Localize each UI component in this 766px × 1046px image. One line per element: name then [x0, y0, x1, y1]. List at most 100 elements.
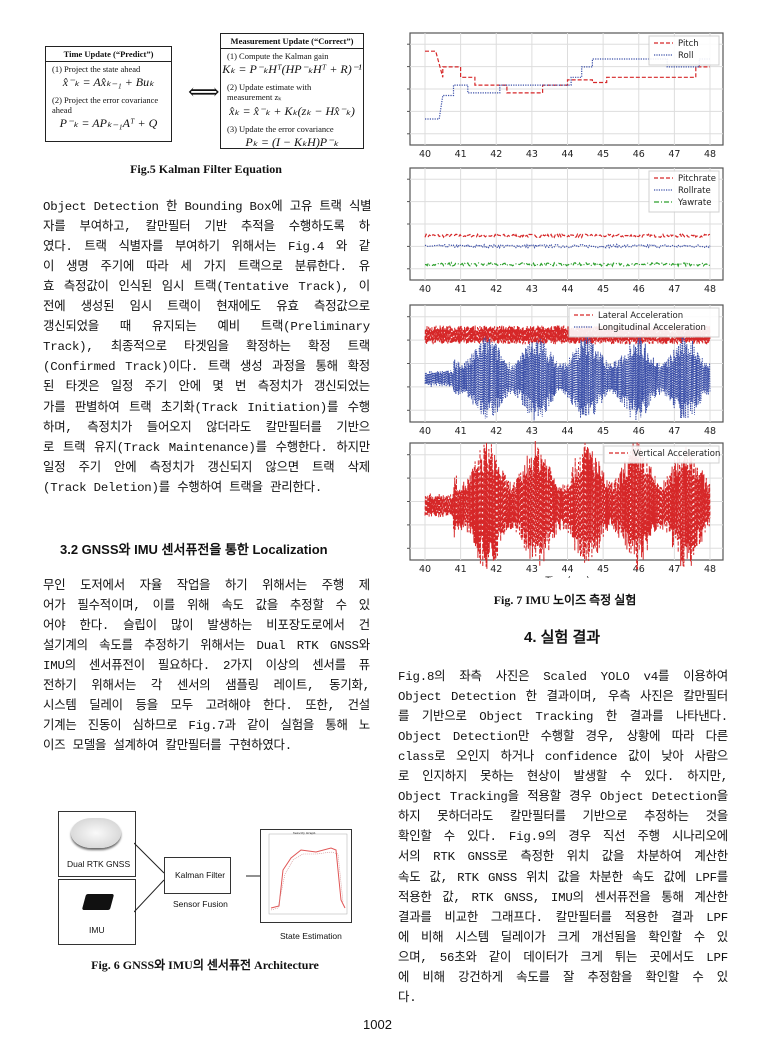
series-line-longitudinal-acceleration: [424, 336, 711, 421]
x-tick-label: 45: [597, 149, 609, 160]
x-tick-label: 42: [490, 426, 502, 437]
correct-eq1: Kₖ = P⁻ₖHᵀ(HP⁻ₖHᵀ + R)⁻¹: [222, 62, 362, 76]
section-3-2-heading: 3.2 GNSS와 IMU 센서퓨전을 통한 Localization: [60, 542, 328, 557]
time-update-box: Time Update (“Predict”) (1) Project the …: [45, 46, 172, 142]
text-line: Object Tracking을 적용할 경우 Object Detection…: [398, 790, 728, 805]
x-tick-label: 48: [704, 284, 716, 295]
text-line: 이 생명 주기에 따라 세 가지 트랙으로 분류한다. 유: [43, 260, 370, 275]
x-tick-label: 47: [668, 284, 680, 295]
correct-eq3: Pₖ = (I − KₖH)P⁻ₖ: [245, 135, 339, 149]
x-tick-label: 47: [668, 149, 680, 160]
text-line: 전하기 위해서는 각 센서의 샘플링 레이트, 동기화,: [43, 679, 370, 694]
text-line: Object Detection 한 결과이며, 우측 사진은 칼만필터: [398, 690, 728, 705]
x-tick-label: 44: [561, 426, 573, 437]
correct-step2: (2) Update estimate with measurement zₖ: [227, 82, 312, 102]
series-line-pitch: [425, 50, 710, 94]
text-line: 결과를 비교한 그래프다. 칼만필터를 적용한 결과 LPF: [398, 910, 728, 925]
x-tick-label: 48: [704, 564, 716, 575]
x-tick-label: 43: [526, 426, 538, 437]
text-line: class로 오인지 하거나 confidence 값이 낮아 사람으: [398, 750, 728, 765]
x-tick-label: 41: [455, 149, 467, 160]
legend: Vertical Acceleration: [603, 445, 720, 464]
legend-label: Pitch: [678, 39, 699, 49]
x-tick-label: 46: [633, 426, 645, 437]
x-tick-label: 44: [561, 564, 573, 575]
fig7-panel-3: 40 41 42 43 44 45 46 47 48 Lateral Acceleration Lo…: [407, 304, 724, 437]
gnss-box: Dual RTK GNSS: [58, 811, 136, 877]
legend-label: Pitchrate: [678, 174, 716, 184]
predict-eq1: x̂⁻ₖ = Ax̂ₖ₋₁ + Buₖ: [62, 75, 155, 89]
fig7-panel-2: 40 41 42 43 44 45 46 47 48 Pitchrate Rollrate Yawra…: [407, 167, 724, 295]
series-line-pitchrate: [424, 232, 711, 239]
predict-eq2: P⁻ₖ = APₖ₋₁Aᵀ + Q: [59, 116, 158, 130]
text-line: 로 트랙 유지(Track Maintenance)를 수행한다. 하지만: [43, 440, 370, 455]
text-line: 무인 도저에서 자율 작업을 하기 위해서는 주행 제: [43, 579, 370, 593]
fig7-caption: Fig. 7 IMU 노이즈 측정 실험: [493, 593, 637, 607]
x-tick-label: 40: [419, 426, 431, 437]
text-line: 효 측정값이 인식된 임시 트랙(Tentative Track), 이: [43, 280, 370, 295]
text-line: (Track Deletion)를 수행하여 트랙을 관리한다.: [43, 480, 323, 495]
text-line: Fig.8의 좌측 사진은 Scaled YOLO v4를 이용하여: [398, 670, 728, 684]
x-tick-label: 46: [633, 564, 645, 575]
legend-box: [648, 35, 720, 66]
predict-title: Time Update (“Predict”): [46, 47, 171, 62]
gnss-label: Dual RTK GNSS: [67, 859, 131, 869]
x-tick-label: 42: [490, 564, 502, 575]
imu-label: IMU: [89, 925, 105, 935]
x-tick-label: 45: [597, 426, 609, 437]
measurement-update-box: Measurement Update (“Correct”) (1) Compu…: [220, 33, 364, 149]
x-tick-label: 43: [526, 149, 538, 160]
x-tick-label: 45: [597, 564, 609, 575]
text-line: 에 비해 시스템 딜레이가 크게 개선됨을 확인할 수 있: [398, 930, 728, 945]
text-line: 하지 못하더라도 칼만필터를 기반으로 추정하는 것을: [398, 810, 728, 825]
text-line: 하며, 측정치가 들어오지 않더라도 칼만필터를 기반으: [43, 420, 370, 435]
x-tick-label: 46: [633, 284, 645, 295]
fig7-panel-4: 40 41 42 43 44 45 46 47 48 Vertical Acceleration T…: [407, 440, 724, 578]
legend-box: [603, 445, 720, 464]
text-line: 일정 주기 안에 측정치가 갱신되지 않으면 트랙 삭제: [43, 460, 370, 475]
fig6-caption: Fig. 6 GNSS와 IMU의 센서퓨전 Architecture: [91, 958, 319, 972]
gnss-antenna-image: [71, 818, 121, 848]
text-line: 어가 필수적이며, 이를 위해 속도 값을 추정할 수 있: [43, 599, 370, 614]
predict-step2: (2) Project the error covariance ahead: [52, 95, 159, 115]
imu-box: IMU: [58, 879, 136, 945]
text-line: 서의 RTK GNSS로 측정한 위치 값을 차분하여 계산한: [398, 850, 728, 865]
legend-label: Rollrate: [678, 186, 711, 196]
x-tick-label: 43: [526, 284, 538, 295]
page-number: 1002: [363, 1017, 392, 1032]
text-line: 된 타겟은 일정 주기 안에 몇 번 측정치가 갱신되었는: [43, 380, 370, 395]
predict-step1: (1) Project the state ahead: [52, 64, 141, 74]
legend-label: Longitudinal Acceleration: [598, 323, 706, 333]
x-axis-label: Time(sec): [544, 576, 589, 578]
fig5-caption: Fig.5 Kalman Filter Equation: [130, 162, 282, 176]
x-tick-label: 42: [490, 284, 502, 295]
x-tick-label: 44: [561, 284, 573, 295]
correct-step1: (1) Compute the Kalman gain: [227, 51, 329, 61]
text-line: 다.: [398, 990, 417, 1005]
text-line: 갱신되었을 때 유지되는 예비 트랙(Preliminary: [43, 320, 370, 335]
correct-eq2: x̂ₖ = x̂⁻ₖ + Kₖ(zₖ − Hx̂⁻ₖ): [229, 104, 355, 118]
double-arrow-icon: ⟺: [188, 80, 220, 105]
text-line: (Confirmed Track)이다. 트랙 생성 과정을 통해 확정: [43, 360, 370, 375]
imu-device-image: [81, 894, 115, 910]
x-tick-label: 44: [561, 149, 573, 160]
x-tick-label: 41: [455, 426, 467, 437]
kalman-filter-box: Kalman Filter: [164, 857, 231, 894]
text-line: 기계는 진동이 심하므로 Fig.7과 같이 실험을 통해 노: [43, 719, 370, 734]
text-line: 으며, 56초와 같이 데이터가 크게 튀는 곳에서도 LPF: [398, 950, 728, 965]
legend: Pitchrate Rollrate Yawrate: [648, 170, 720, 213]
x-tick-label: 42: [490, 149, 502, 160]
state-estimation-label: State Estimation: [280, 931, 342, 941]
legend: Lateral Acceleration Longitudinal Acceler…: [568, 307, 720, 338]
text-line: 였다. 트랙 식별자를 부여하기 위해서는 Fig.4 와 같: [43, 240, 370, 255]
x-tick-label: 40: [419, 284, 431, 295]
x-tick-label: 47: [668, 564, 680, 575]
correct-step3: (3) Update the error covariance: [227, 124, 334, 134]
text-line: 로 인지하지 못하는 현상이 발생할 수 있다. 하지만,: [398, 770, 728, 785]
x-tick-label: 41: [455, 284, 467, 295]
legend-label: Vertical Acceleration: [633, 449, 720, 459]
section-4-heading: 4. 실험 결과: [524, 629, 601, 646]
correct-title: Measurement Update (“Correct”): [221, 34, 363, 49]
x-tick-label: 43: [526, 564, 538, 575]
